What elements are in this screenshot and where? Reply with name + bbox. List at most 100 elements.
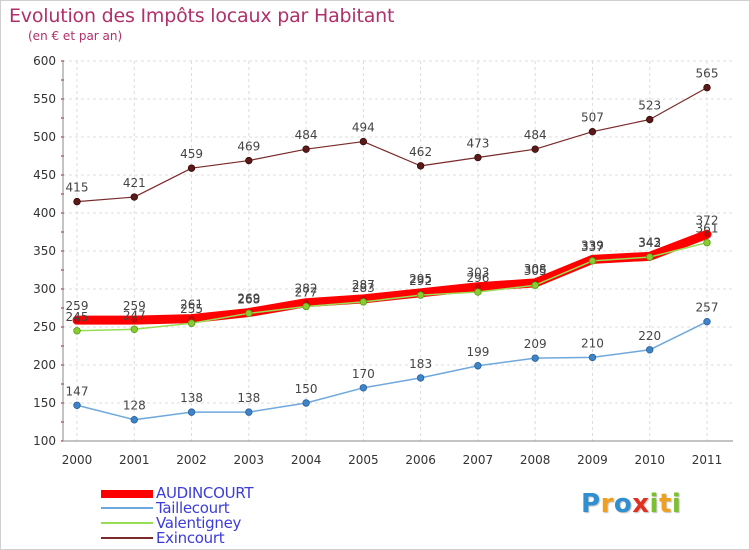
x-tick-label: 2008 — [520, 453, 551, 467]
data-point-exincourt — [646, 115, 654, 124]
series-line-taillecourt — [76, 320, 708, 421]
data-point-exincourt — [588, 127, 597, 136]
data-label-valentigney: 296 — [466, 271, 489, 285]
data-label-valentigney: 342 — [638, 236, 661, 250]
series-line-valentigney — [76, 241, 708, 332]
logo-letter: P — [581, 489, 601, 519]
data-label-exincourt: 469 — [237, 140, 260, 154]
data-label-valentigney: 268 — [237, 292, 260, 306]
data-point-exincourt — [531, 145, 539, 153]
data-point-valentigney — [187, 319, 196, 327]
y-tick-label: 350 — [33, 244, 56, 258]
legend-label: Taillecourt — [156, 499, 230, 517]
data-label-taillecourt: 199 — [466, 345, 489, 359]
data-point-taillecourt — [73, 401, 81, 409]
data-point-taillecourt — [474, 362, 482, 370]
y-tick-label: 400 — [33, 206, 56, 220]
data-label-taillecourt: 183 — [409, 357, 432, 371]
series-line-exincourt — [76, 86, 708, 203]
chart-subtitle: (en € et par an) — [28, 29, 123, 43]
logo-letter: o — [613, 489, 633, 519]
data-point-valentigney — [531, 281, 539, 289]
data-point-taillecourt — [588, 353, 597, 362]
data-point-valentigney — [130, 325, 138, 333]
data-labels: 147 128 138 138 150 170 183 199 209 210 220 257 415 4… — [66, 67, 719, 413]
data-point-valentigney — [73, 327, 81, 335]
logo-letter: x — [632, 489, 650, 519]
data-label-audincourt: 269 — [237, 292, 260, 306]
legend-label: AUDINCOURT — [156, 484, 254, 502]
data-label-taillecourt: 257 — [696, 301, 719, 315]
y-tick-label: 200 — [33, 358, 56, 372]
data-label-taillecourt: 128 — [123, 399, 146, 413]
data-label-audincourt: 339 — [581, 238, 604, 252]
data-point-taillecourt — [130, 416, 138, 424]
data-point-exincourt — [703, 83, 711, 92]
data-label-valentigney: 247 — [123, 308, 146, 322]
x-tick-label: 2011 — [692, 453, 723, 467]
data-label-audincourt: 287 — [352, 278, 375, 292]
legend-swatch — [101, 490, 153, 498]
x-tick-label: 2003 — [234, 453, 265, 467]
line-chart: 100 150 200 250 300 350 400 450 500 550 600 2000 200… — [33, 54, 733, 467]
data-label-audincourt: 343 — [638, 235, 661, 249]
data-label-valentigney: 245 — [66, 310, 89, 324]
legend-swatch — [101, 522, 153, 524]
data-label-exincourt: 473 — [466, 137, 489, 151]
data-label-exincourt: 421 — [123, 176, 146, 190]
data-point-valentigney — [474, 288, 482, 296]
data-point-taillecourt — [416, 374, 425, 382]
data-label-taillecourt: 138 — [180, 391, 203, 405]
data-label-audincourt: 259 — [66, 299, 89, 313]
data-label-exincourt: 494 — [352, 121, 375, 135]
axes: 100 150 200 250 300 350 400 450 500 550 600 2000 200… — [33, 54, 733, 467]
data-label-taillecourt: 138 — [237, 391, 260, 405]
legend-swatch — [101, 507, 153, 509]
data-label-taillecourt: 210 — [581, 336, 604, 350]
data-point-taillecourt — [359, 384, 368, 392]
data-point-taillecourt — [531, 354, 539, 362]
x-tick-label: 2002 — [176, 453, 207, 467]
logo-letter: t — [658, 489, 672, 519]
data-point-exincourt — [245, 156, 253, 165]
chart-title: Evolution des Impôts locaux par Habitant — [9, 5, 395, 27]
data-point-taillecourt — [187, 408, 196, 416]
logo-letter: r — [600, 489, 614, 519]
data-point-valentigney — [245, 309, 253, 318]
data-label-exincourt: 523 — [638, 99, 661, 113]
data-label-audincourt: 303 — [466, 266, 489, 280]
legend-label: Valentigney — [156, 514, 242, 532]
data-point-valentigney — [646, 253, 654, 261]
data-point-exincourt — [416, 162, 425, 170]
y-tick-label: 300 — [33, 282, 56, 296]
data-label-exincourt: 507 — [581, 111, 604, 125]
data-point-audincourt — [703, 230, 711, 239]
data-point-valentigney — [416, 291, 425, 299]
series-line-audincourt — [72, 229, 712, 325]
data-label-taillecourt: 150 — [295, 382, 318, 396]
data-label-audincourt: 261 — [180, 298, 203, 312]
data-point-valentigney — [302, 302, 310, 311]
y-tick-label: 100 — [33, 434, 56, 448]
data-label-exincourt: 484 — [295, 128, 318, 142]
data-point-taillecourt — [703, 317, 711, 326]
data-label-taillecourt: 220 — [638, 329, 661, 343]
data-label-valentigney: 292 — [409, 274, 432, 288]
data-point-exincourt — [474, 153, 482, 162]
data-point-taillecourt — [302, 399, 310, 407]
y-tick-label: 450 — [33, 168, 56, 182]
proxiti-logo: Proxiti — [581, 489, 681, 519]
data-point-audincourt — [130, 316, 139, 325]
data-point-valentigney — [359, 298, 368, 306]
x-tick-label: 2010 — [634, 453, 665, 467]
data-label-valentigney: 255 — [180, 302, 203, 316]
data-label-exincourt: 565 — [696, 67, 719, 81]
data-label-exincourt: 415 — [66, 181, 89, 195]
legend-swatch — [101, 537, 153, 539]
y-tick-label: 550 — [33, 92, 56, 106]
x-tick-label: 2005 — [348, 453, 379, 467]
data-label-valentigney: 277 — [295, 285, 318, 299]
data-label-exincourt: 484 — [524, 128, 547, 142]
data-point-valentigney — [703, 238, 711, 247]
